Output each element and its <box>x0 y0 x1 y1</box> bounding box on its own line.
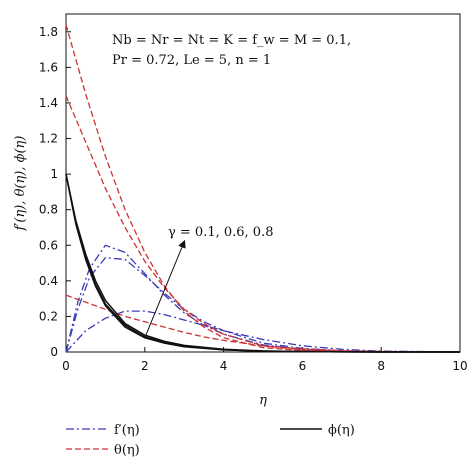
gamma-label: γ = 0.1, 0.6, 0.8 <box>168 225 273 240</box>
x-axis-title: η <box>259 393 267 408</box>
y-tick-label: 1.4 <box>39 96 58 110</box>
x-tick-label: 8 <box>377 359 385 373</box>
x-tick-label: 6 <box>299 359 307 373</box>
axis-ticks: 0 2 4 6 8 10 0 0.2 0.4 0.6 0.8 1 1.2 1.4 1.6 1.8 <box>39 25 468 373</box>
plot-frame <box>65 13 461 353</box>
series-line-fprime-gamma-0_8 <box>65 310 461 353</box>
y-tick-label: 1.2 <box>39 132 58 146</box>
y-tick-label: 0 <box>50 345 58 359</box>
y-tick-label: 0.6 <box>39 238 58 252</box>
legend-label-fprime: f′(η) <box>114 423 140 438</box>
y-tick-label: 1.6 <box>39 60 58 74</box>
series-line-theta-gamma-0_8 <box>65 294 461 353</box>
legend: f′(η) θ(η) ϕ(η) <box>66 423 355 458</box>
params-line-2: Pr = 0.72, Le = 5, n = 1 <box>112 53 271 68</box>
y-tick-label: 0.8 <box>39 203 58 217</box>
y-axis-title: f′(η), θ(η), ϕ(η) <box>13 136 28 232</box>
x-tick-label: 10 <box>452 359 467 373</box>
params-line-1: Nb = Nr = Nt = K = f_w = M = 0.1, <box>112 33 351 48</box>
x-tick-label: 0 <box>62 359 70 373</box>
y-tick-label: 0.4 <box>39 274 58 288</box>
y-tick-label: 1.8 <box>39 25 58 39</box>
gamma-arrow <box>144 239 186 338</box>
x-tick-label: 4 <box>220 359 228 373</box>
y-tick-label: 0.2 <box>39 309 58 323</box>
series-line-phi-gamma-0_6 <box>65 173 460 353</box>
legend-label-theta: θ(η) <box>114 443 140 458</box>
series-line-phi-gamma-0_8 <box>65 173 460 353</box>
y-tick-label: 1 <box>50 167 58 181</box>
series-line-theta-gamma-0_1 <box>65 24 461 353</box>
series-line-fprime-gamma-0_1 <box>65 244 461 353</box>
series-group <box>65 24 461 353</box>
series-line-theta-gamma-0_6 <box>65 95 461 353</box>
legend-label-phi: ϕ(η) <box>328 423 355 438</box>
series-line-fprime-gamma-0_6 <box>65 257 461 353</box>
x-tick-label: 2 <box>141 359 149 373</box>
